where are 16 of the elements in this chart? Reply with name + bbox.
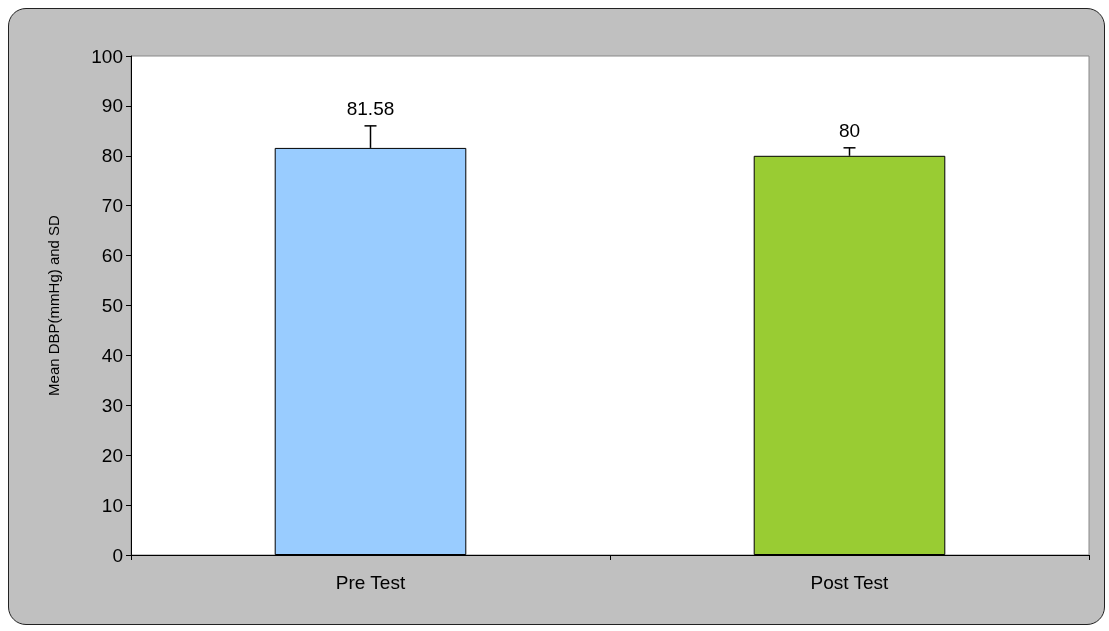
y-tick-label: 80 <box>101 145 123 167</box>
data-label: 80 <box>838 119 861 141</box>
x-tick-label: Pre Test <box>335 572 406 593</box>
y-tick-label: 10 <box>101 494 123 516</box>
y-tick-label: 60 <box>101 245 123 267</box>
y-tick-label: 50 <box>101 295 123 316</box>
y-tick-label: 90 <box>101 95 123 117</box>
y-tick-label: 30 <box>101 394 123 416</box>
x-tick-label: Post Test <box>810 572 890 593</box>
y-tick-label: 40 <box>101 344 123 366</box>
y-tick-label: 70 <box>101 195 123 217</box>
data-label: 81.58 <box>346 97 395 119</box>
y-tick-label: 100 <box>91 45 123 67</box>
y-tick-label: 0 <box>112 544 123 566</box>
y-tick-label: 20 <box>101 444 123 466</box>
y-axis-title: Mean DBP(mmHg) and SD <box>45 214 62 396</box>
